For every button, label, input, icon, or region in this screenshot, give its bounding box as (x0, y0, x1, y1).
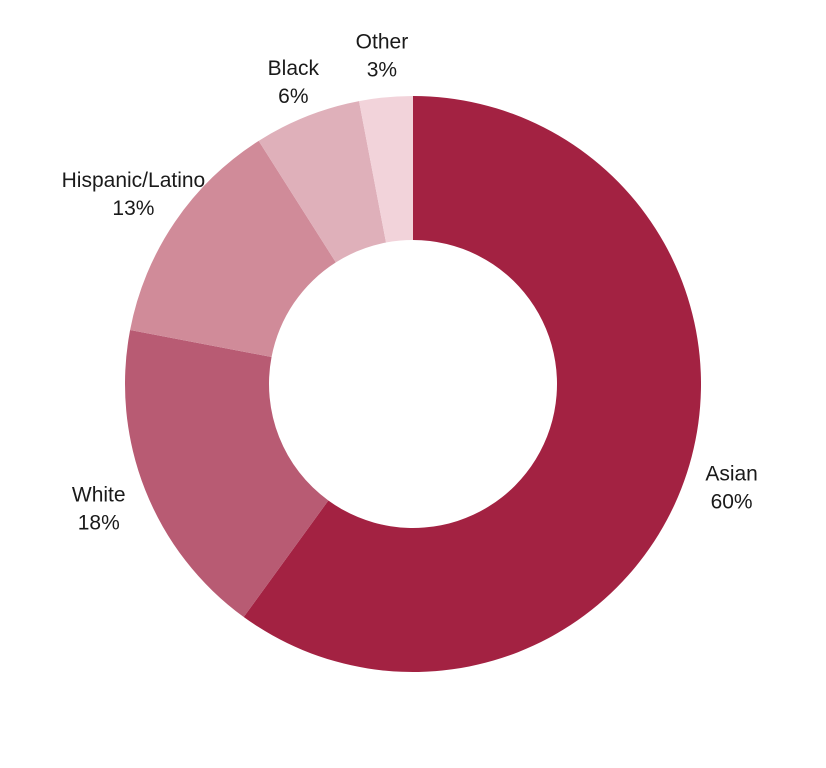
slice-asian (243, 96, 702, 672)
slice-value-other: 3% (367, 58, 397, 81)
slice-black (258, 101, 387, 263)
slice-value-black: 6% (278, 85, 308, 108)
slice-category-asian: Asian (705, 463, 758, 486)
slice-value-white: 18% (78, 511, 120, 534)
slice-white (124, 330, 329, 617)
slices-layer (124, 96, 702, 672)
slice-value-hispanic-latino: 13% (112, 197, 154, 220)
slice-label-other: Other 3% (356, 30, 409, 81)
slice-label-asian: Asian 60% (705, 463, 758, 514)
slice-other (359, 96, 413, 243)
slice-category-hispanic-latino: Hispanic/Latino (62, 169, 206, 192)
slice-label-white: White 18% (72, 483, 126, 534)
slice-category-black: Black (268, 57, 320, 80)
slice-category-white: White (72, 483, 126, 506)
slice-value-asian: 60% (711, 491, 753, 514)
slice-label-black: Black 6% (268, 57, 320, 108)
slice-category-other: Other (356, 30, 409, 53)
labels-layer: Asian 60% White 18% Hispanic/Latino 13% Black 6… (62, 30, 758, 534)
slice-label-hispanic-latino: Hispanic/Latino 13% (62, 169, 206, 220)
slice-hispanic-latino (130, 140, 336, 358)
